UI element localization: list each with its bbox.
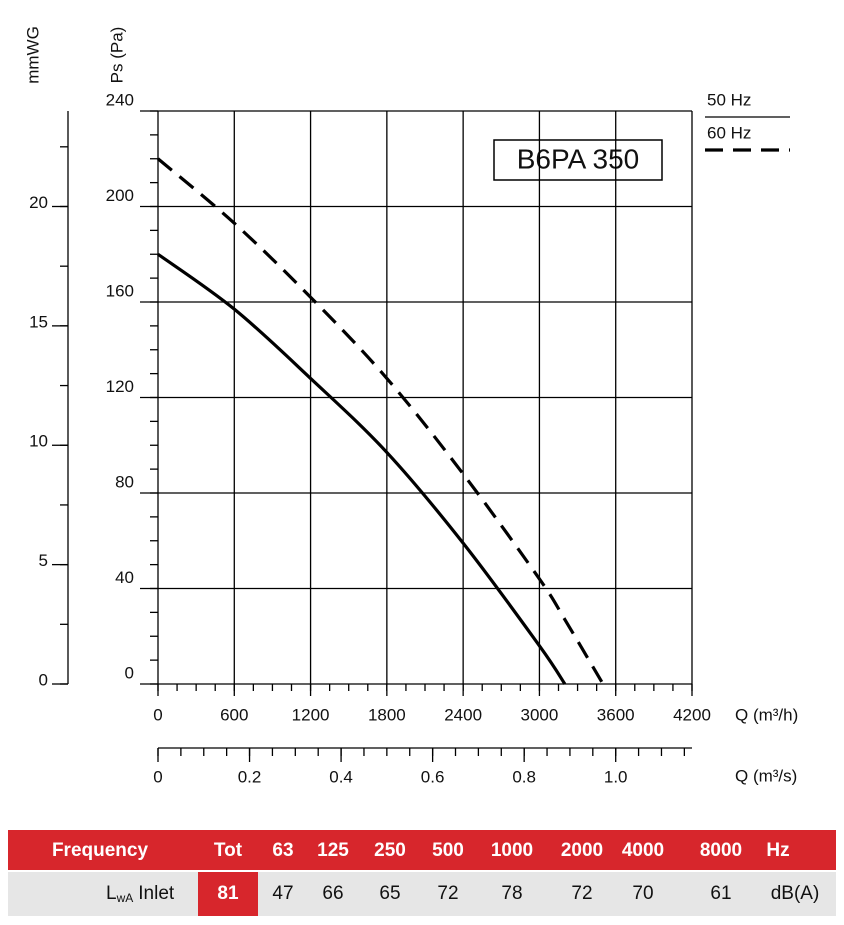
table-value: 72: [437, 883, 458, 904]
table-value: 66: [322, 883, 343, 904]
x2-tick-label: 0.8: [512, 767, 536, 786]
table-header: Tot: [214, 840, 243, 861]
y2-tick-label: 20: [29, 193, 48, 212]
x2-tick-label: 0.4: [329, 767, 353, 786]
table-header: 2000: [561, 840, 603, 861]
y-tick-label: 120: [106, 377, 134, 396]
table-value: 70: [632, 883, 653, 904]
y-tick-label: 160: [106, 281, 134, 300]
x-axis-label: Q (m³/h): [735, 705, 798, 724]
table-header: 4000: [622, 840, 664, 861]
x-tick-label: 600: [220, 705, 248, 724]
y-tick-label: 40: [115, 568, 134, 587]
table-header-bg: [8, 830, 836, 870]
y2-tick-label: 5: [39, 551, 48, 570]
row-label-subscript: wA: [116, 891, 134, 905]
x-tick-label: 1800: [368, 705, 406, 724]
curve: [156, 157, 605, 685]
y-tick-label: 0: [125, 663, 134, 682]
x2-tick-label: 1.0: [604, 767, 628, 786]
table-value: 78: [501, 883, 522, 904]
annotation: B6PA 350: [517, 143, 639, 174]
x-tick-label: 2400: [444, 705, 482, 724]
table-header: 500: [432, 840, 464, 861]
annotation-box: [493, 139, 663, 181]
x2-tick-label: 0.2: [238, 767, 262, 786]
total-cell-bg: [198, 872, 258, 916]
table-header: 125: [317, 840, 349, 861]
table-header: Hz: [766, 840, 789, 861]
legend-label: 50 Hz: [707, 90, 751, 109]
row-label-symbol: L: [106, 883, 117, 904]
table-value: 61: [710, 883, 731, 904]
table-header: Frequency: [52, 840, 149, 861]
x2-axis-label: Q (m³/s): [735, 766, 797, 785]
x-tick-label: 3000: [521, 705, 559, 724]
x2-tick-label: 0.6: [421, 767, 445, 786]
y-axis-label: Ps (Pa): [107, 27, 126, 84]
table-header: 63: [272, 840, 293, 861]
x-tick-label: 1200: [292, 705, 330, 724]
curve: [157, 252, 567, 685]
table-value: 81: [217, 883, 239, 904]
table-header: 8000: [700, 840, 742, 861]
y2-tick-label: 0: [39, 670, 48, 689]
table-value: 65: [379, 883, 400, 904]
legend-label: 60 Hz: [707, 123, 751, 142]
y2-axis-label: mmWG: [23, 26, 42, 84]
row-label-text: Inlet: [138, 883, 175, 904]
y2-tick-label: 10: [29, 432, 48, 451]
row-label: LwA Inlet: [106, 883, 175, 905]
x2-tick-label: 0: [153, 767, 162, 786]
table-row-bg: [8, 872, 836, 916]
x-tick-label: 0: [153, 705, 162, 724]
table-header: 250: [374, 840, 406, 861]
y-tick-label: 240: [106, 90, 134, 109]
y-tick-label: 80: [115, 472, 134, 491]
table-header: 1000: [491, 840, 533, 861]
y-tick-label: 200: [106, 186, 134, 205]
x-tick-label: 3600: [597, 705, 635, 724]
y2-tick-label: 15: [29, 312, 48, 331]
table-value: 47: [272, 883, 293, 904]
table-unit: dB(A): [771, 883, 820, 904]
x-tick-label: 4200: [673, 705, 711, 724]
table-value: 72: [571, 883, 592, 904]
